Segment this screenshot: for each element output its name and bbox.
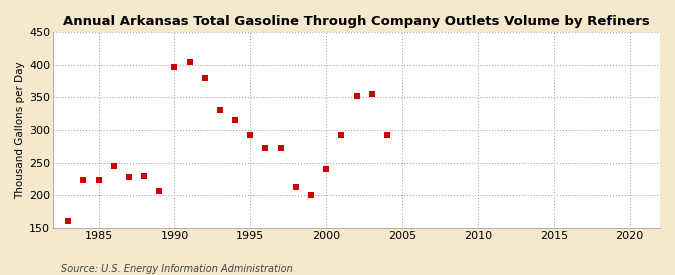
Point	[138, 174, 149, 178]
Point	[184, 60, 195, 64]
Point	[275, 146, 286, 150]
Point	[169, 64, 180, 69]
Point	[199, 75, 210, 80]
Point	[336, 133, 347, 138]
Point	[306, 193, 317, 197]
Point	[63, 219, 74, 224]
Point	[351, 94, 362, 98]
Point	[260, 146, 271, 150]
Point	[78, 177, 89, 182]
Point	[124, 175, 134, 179]
Point	[215, 108, 225, 112]
Text: Source: U.S. Energy Information Administration: Source: U.S. Energy Information Administ…	[61, 264, 292, 274]
Point	[245, 133, 256, 138]
Point	[381, 132, 392, 137]
Point	[321, 166, 331, 171]
Point	[290, 185, 301, 189]
Point	[367, 92, 377, 96]
Point	[230, 118, 240, 122]
Title: Annual Arkansas Total Gasoline Through Company Outlets Volume by Refiners: Annual Arkansas Total Gasoline Through C…	[63, 15, 650, 28]
Point	[154, 189, 165, 193]
Point	[93, 177, 104, 182]
Y-axis label: Thousand Gallons per Day: Thousand Gallons per Day	[15, 61, 25, 199]
Point	[109, 164, 119, 168]
